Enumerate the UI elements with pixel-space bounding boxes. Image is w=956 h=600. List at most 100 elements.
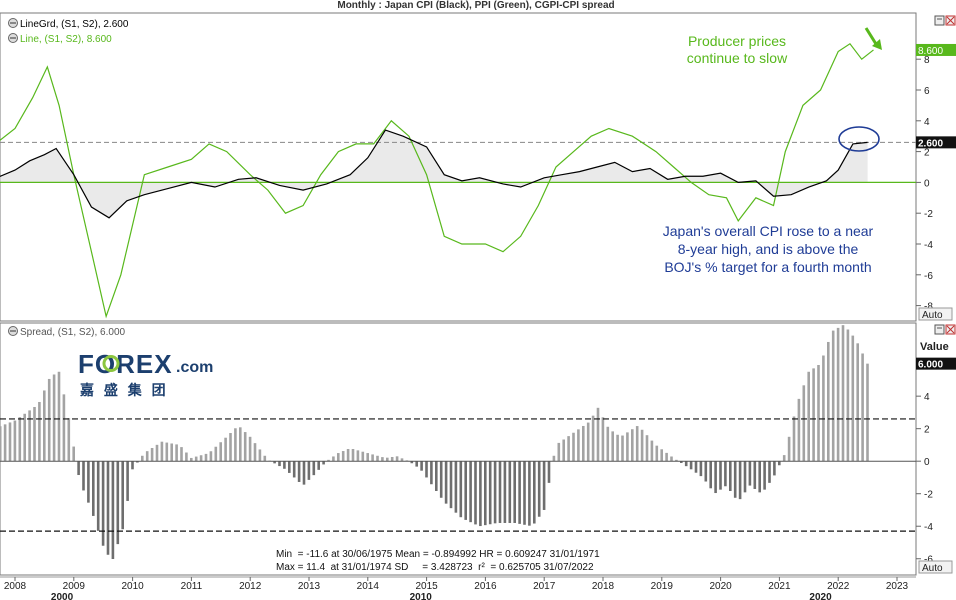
spread-bar	[714, 461, 717, 494]
spread-bar	[341, 451, 345, 462]
spread-bar	[322, 461, 325, 465]
x-tick-label: 2008	[4, 581, 27, 592]
top-auto-scale-button[interactable]	[918, 307, 953, 321]
spread-bar	[395, 456, 399, 462]
spread-bar	[67, 418, 71, 462]
top-y-tick-label: 8	[924, 55, 930, 66]
ppi-annotation: Producer prices continue to slow	[687, 27, 882, 66]
x-tick-label: 2017	[533, 581, 556, 592]
top-plot-area[interactable]	[0, 12, 917, 322]
spread-bar	[258, 449, 262, 462]
spread-bar	[224, 437, 227, 462]
spread-bar	[317, 461, 320, 470]
spread-bars	[0, 325, 869, 560]
spread-bar	[552, 455, 556, 462]
spread-bar	[861, 353, 864, 462]
spread-bar	[758, 461, 761, 493]
spread-bar	[243, 432, 247, 462]
bottom-auto-scale-button[interactable]	[918, 560, 953, 574]
spread-bar	[273, 461, 276, 464]
spread-bar	[827, 341, 830, 462]
spread-bar	[376, 455, 379, 462]
maximize-icon	[934, 324, 945, 335]
spread-bar	[302, 461, 306, 485]
spread-bar	[542, 461, 546, 510]
spread-bar	[351, 449, 355, 462]
ppi-last-value-badge	[916, 43, 956, 56]
spread-bar	[513, 461, 516, 523]
spread-bar	[635, 426, 639, 462]
spread-bar	[616, 434, 619, 462]
spread-bar	[126, 461, 129, 501]
spread-bar	[768, 461, 771, 483]
bottom-auto-label: Auto	[922, 563, 943, 574]
spread-bar	[400, 458, 404, 462]
spread-bar	[557, 442, 561, 462]
spread-bar	[812, 368, 815, 462]
spread-bar	[307, 461, 311, 480]
spread-bar	[356, 450, 360, 462]
down-arrow-icon	[864, 27, 878, 45]
spread-bar	[33, 407, 36, 462]
spread-bar	[312, 461, 316, 476]
spread-bar	[332, 456, 335, 462]
spread-bar	[596, 407, 600, 462]
spread-bar	[454, 461, 458, 513]
spread-bar	[459, 461, 463, 518]
spread-bar	[425, 461, 428, 478]
spread-bar	[851, 335, 855, 462]
stats-line-2: Max = 11.4 at 31/01/1974 SD = 3.428723 r…	[276, 562, 594, 573]
spread-bar	[155, 444, 159, 462]
spread-bar	[773, 461, 776, 476]
spread-bar	[503, 461, 507, 523]
spread-bar	[136, 461, 139, 463]
top-panel-controls[interactable]	[934, 15, 956, 26]
spread-bar	[606, 426, 610, 462]
spread-bar	[444, 461, 448, 504]
spread-bar	[498, 461, 502, 523]
legend-ppi: Line, (S1, S2), 8.600	[20, 34, 112, 45]
x-tick-label: 2021	[768, 581, 791, 592]
bottom-panel-controls[interactable]	[934, 324, 956, 335]
spread-bar	[846, 329, 850, 462]
spread-bar	[62, 394, 66, 462]
spread-bar	[101, 461, 105, 546]
spread-bar	[866, 363, 869, 462]
spread-bar	[577, 429, 580, 462]
ppi-last-value: 8.600	[918, 46, 943, 57]
spread-bar	[479, 461, 482, 527]
spread-bar	[292, 461, 296, 478]
spread-bar	[194, 456, 198, 462]
spread-bar	[474, 461, 477, 525]
spread-bar	[415, 461, 418, 467]
x-tick-label: 2018	[592, 581, 615, 592]
x-axis: 2008 2009 2010 2011 2012 2013 2014 2015 2016 2017…	[4, 577, 909, 600]
spread-bar	[185, 452, 188, 462]
spread-bar	[631, 429, 634, 462]
top-y-tick-label: -6	[924, 271, 933, 282]
spread-bar	[831, 330, 835, 462]
spread-bar	[38, 401, 41, 462]
bottom-y-axis: -6 -4 -2 0 2 4	[916, 392, 933, 566]
spread-bar	[327, 459, 330, 462]
logo-chinese: 嘉 盛 集 团	[79, 382, 169, 398]
spread-bar	[170, 443, 173, 462]
spread-bar	[675, 459, 678, 462]
x-decade-label: 2000	[51, 592, 74, 600]
spread-bar	[704, 461, 708, 482]
spread-bar	[469, 461, 472, 523]
bottom-legend: Spread, (S1, S2), 6.000	[8, 326, 126, 338]
x-tick-label: 2020	[709, 581, 732, 592]
cpi-note-line-3: BOJ's % target for a fourth month	[664, 259, 871, 275]
spread-bar	[748, 461, 752, 486]
spread-bar	[836, 327, 840, 462]
x-tick-label: 2009	[63, 581, 86, 592]
spread-bar	[660, 449, 663, 462]
spread-bar	[724, 461, 727, 487]
spread-bar	[586, 422, 590, 462]
spread-bar	[537, 461, 541, 517]
spread-bar	[817, 365, 820, 462]
spread-bar	[8, 422, 12, 462]
spread-bar	[778, 461, 781, 466]
cpi-annotation: Japan's overall CPI rose to a near 8-yea…	[663, 223, 874, 275]
